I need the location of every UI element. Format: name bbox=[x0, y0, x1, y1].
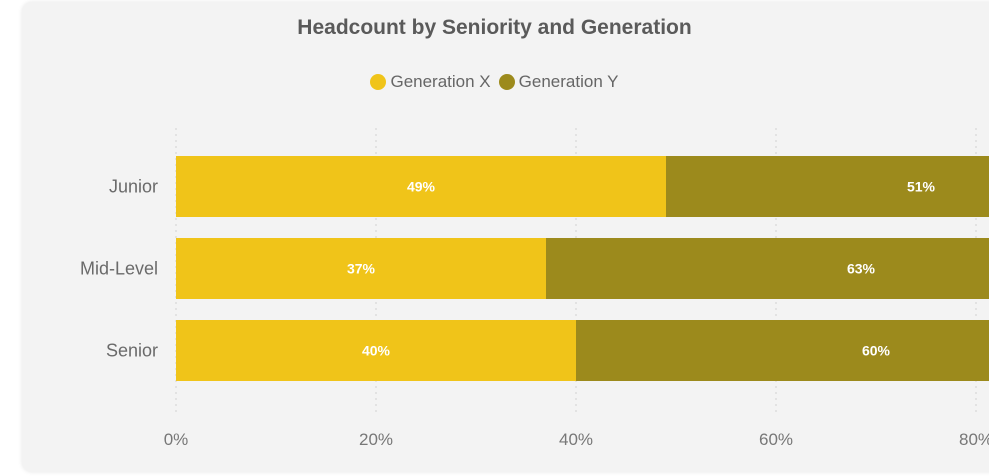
category-label-0: Junior bbox=[109, 177, 158, 197]
bar-mid-level-series-1[interactable] bbox=[546, 238, 989, 299]
legend-item-generation-y[interactable]: Generation Y bbox=[498, 72, 619, 92]
legend-label-generation-x: Generation X bbox=[390, 72, 491, 91]
bar-senior-series-1[interactable] bbox=[576, 320, 989, 381]
category-label-2: Senior bbox=[106, 341, 158, 361]
x-tick-label-2: 40% bbox=[559, 430, 593, 449]
legend-swatch-generation-x bbox=[370, 74, 387, 90]
bar-label-1-1: 63% bbox=[847, 261, 876, 277]
x-tick-label-3: 60% bbox=[759, 430, 793, 449]
legend-swatch-generation-y bbox=[498, 74, 515, 90]
bar-label-2-1: 60% bbox=[862, 343, 891, 359]
bar-label-2-0: 40% bbox=[362, 343, 391, 359]
category-label-1: Mid-Level bbox=[80, 259, 158, 279]
bar-junior-series-0[interactable] bbox=[176, 156, 666, 217]
bar-label-1-0: 37% bbox=[347, 261, 376, 277]
x-tick-label-1: 20% bbox=[359, 430, 393, 449]
bar-senior-series-0[interactable] bbox=[176, 320, 576, 381]
bar-label-0-0: 49% bbox=[407, 179, 436, 195]
bar-junior-series-1[interactable] bbox=[666, 156, 989, 217]
chart-legend: Generation X Generation Y bbox=[0, 72, 989, 92]
bar-mid-level-series-0[interactable] bbox=[176, 238, 546, 299]
legend-item-generation-x[interactable]: Generation X bbox=[370, 72, 491, 92]
x-tick-label-4: 80% bbox=[959, 430, 989, 449]
chart-title: Headcount by Seniority and Generation bbox=[297, 16, 692, 39]
x-tick-label-0: 0% bbox=[164, 430, 189, 449]
legend-label-generation-y: Generation Y bbox=[518, 72, 619, 91]
bar-label-0-1: 51% bbox=[907, 179, 936, 195]
